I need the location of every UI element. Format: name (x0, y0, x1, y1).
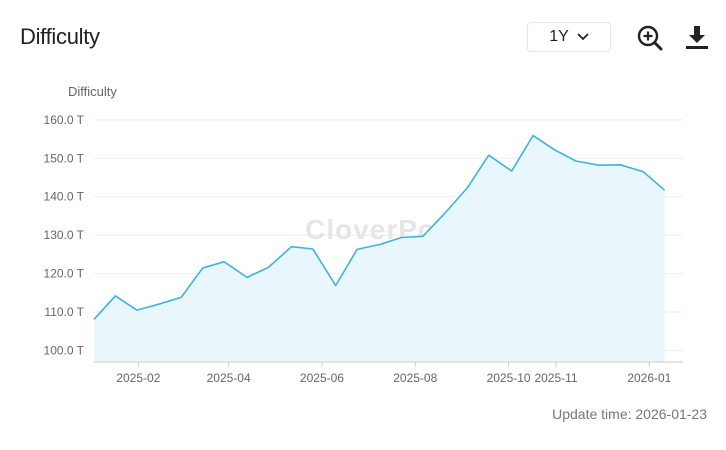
x-tick-label: 2025-04 (207, 371, 251, 385)
y-tick-label: 160.0 T (44, 113, 85, 127)
time-range-value: 1Y (549, 28, 569, 45)
zoom-in-button[interactable] (636, 24, 664, 52)
x-tick-label: 2026-01 (627, 371, 671, 385)
series-line (93, 134, 666, 320)
y-tick-label: 130.0 T (44, 228, 85, 242)
zoom-in-icon (637, 25, 663, 51)
series-area (94, 135, 665, 362)
time-range-select[interactable]: 1Y (527, 22, 611, 52)
x-tick-label: 2025-10 (487, 371, 531, 385)
x-tick-label: 2025-08 (393, 371, 437, 385)
x-tick-label: 2025-06 (300, 371, 344, 385)
y-tick-label: 100.0 T (44, 343, 85, 357)
y-axis-title: Difficulty (68, 84, 117, 99)
y-tick-label: 140.0 T (44, 190, 85, 204)
download-icon (686, 26, 708, 49)
download-button[interactable] (683, 24, 711, 52)
y-tick-label: 110.0 T (44, 305, 84, 319)
page-title: Difficulty (20, 24, 100, 49)
x-tick-label: 2025-11 (534, 371, 577, 385)
chevron-down-icon (577, 33, 589, 41)
x-tick-label: 2025-02 (116, 371, 160, 385)
y-tick-label: 120.0 T (44, 267, 85, 281)
y-tick-label: 150.0 T (44, 151, 85, 165)
update-time-text: Update time: 2026-01-23 (552, 406, 707, 422)
